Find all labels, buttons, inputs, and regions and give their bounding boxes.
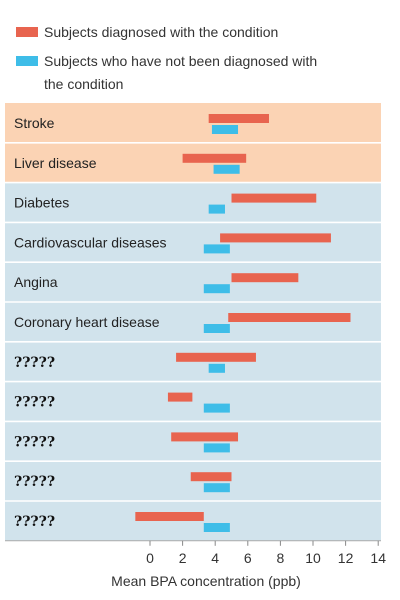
- bar-not-diagnosed: [203, 483, 230, 493]
- category-label: ?????: [14, 474, 55, 490]
- category-label: Angina: [14, 274, 58, 290]
- category-label: Diabetes: [14, 195, 69, 211]
- legend-label-not-diagnosed-line1: Subjects who have not been diagnosed wit…: [44, 53, 317, 69]
- x-tick-label: 6: [244, 550, 252, 566]
- x-axis: 0 2 4 6 8 10 12 14: [5, 540, 386, 566]
- category-label: ?????: [14, 514, 55, 530]
- bar-diagnosed: [231, 273, 299, 283]
- bars: [135, 114, 351, 532]
- category-label: ?????: [14, 355, 55, 371]
- bar-diagnosed: [171, 432, 239, 442]
- bar-diagnosed: [167, 392, 193, 402]
- x-tick-label: 8: [277, 550, 285, 566]
- bar-not-diagnosed: [203, 403, 230, 413]
- bar-not-diagnosed: [208, 204, 225, 214]
- category-label: Liver disease: [14, 155, 97, 171]
- bar-diagnosed: [190, 472, 232, 482]
- bar-not-diagnosed: [203, 324, 230, 333]
- bar-diagnosed: [231, 193, 317, 203]
- x-tick-label: 4: [211, 550, 219, 566]
- bar-not-diagnosed: [213, 164, 240, 174]
- x-tick-label: 14: [370, 550, 386, 566]
- bar-diagnosed: [220, 233, 331, 243]
- x-axis-title: Mean BPA concentration (ppb): [111, 573, 301, 589]
- legend-label-not-diagnosed: Subjects who have not been diagnosed wit…: [44, 53, 317, 92]
- category-band: [5, 262, 381, 302]
- category-label: ?????: [14, 434, 55, 450]
- bar-not-diagnosed: [203, 443, 230, 453]
- category-band: [5, 381, 381, 422]
- x-tick-label: 2: [179, 550, 187, 566]
- bar-diagnosed: [182, 153, 247, 163]
- bar-not-diagnosed: [211, 125, 239, 134]
- bar-diagnosed: [176, 352, 256, 362]
- bar-diagnosed: [135, 512, 204, 521]
- category-label: Cardiovascular diseases: [14, 234, 167, 250]
- bar-not-diagnosed: [203, 244, 230, 254]
- legend-label-not-diagnosed-line2: the condition: [44, 76, 123, 92]
- bar-not-diagnosed: [208, 363, 225, 373]
- category-band: [5, 182, 381, 223]
- category-label: Coronary heart disease: [14, 314, 160, 330]
- category-label: Stroke: [14, 115, 55, 131]
- bar-diagnosed: [228, 313, 351, 322]
- x-tick-label: 10: [305, 550, 321, 566]
- legend-swatch-not-diagnosed: [16, 56, 38, 66]
- bar-not-diagnosed: [203, 284, 230, 294]
- legend-label-diagnosed: Subjects diagnosed with the condition: [44, 24, 278, 40]
- legend-swatch-diagnosed: [16, 27, 38, 37]
- bar-diagnosed: [208, 114, 269, 123]
- x-tick-label: 12: [338, 550, 354, 566]
- x-tick-label: 0: [146, 550, 154, 566]
- bar-not-diagnosed: [203, 523, 230, 532]
- category-labels: Stroke Liver disease Diabetes Cardiovascula…: [14, 115, 167, 530]
- category-band: [5, 103, 381, 143]
- category-label: ?????: [14, 395, 55, 411]
- legend: Subjects diagnosed with the condition Su…: [16, 24, 317, 92]
